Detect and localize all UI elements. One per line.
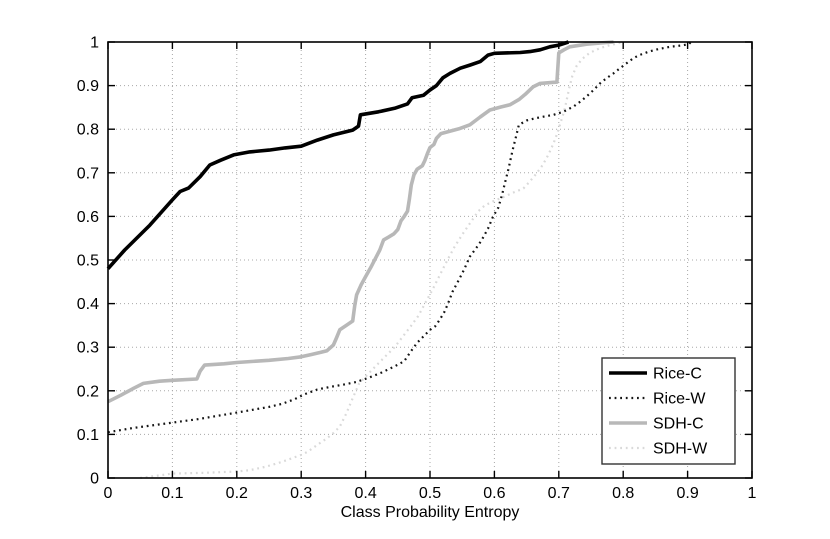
x-tick-label: 0.6 (483, 485, 505, 502)
legend-item-rice-c: Rice-C (609, 366, 702, 383)
legend-box (601, 357, 736, 465)
series-line-rice-w (107, 41, 692, 434)
legend: Rice-C Rice-W SDH-C SDH-W (601, 357, 736, 465)
y-tick-label: 0 (90, 471, 99, 488)
series-line-sdh-c (107, 40, 614, 404)
legend-item-sdh-w: SDH-W (609, 441, 708, 458)
legend-label-sdh-c: SDH-C (653, 416, 704, 433)
x-tick-label: 0.2 (226, 485, 248, 502)
y-tick-label: 1 (90, 35, 99, 52)
x-tick-label: 0.8 (612, 485, 634, 502)
x-tick-label: 0.1 (161, 485, 183, 502)
legend-label-rice-w: Rice-W (653, 391, 706, 408)
x-tick-label: 0.4 (354, 485, 376, 502)
y-tick-label: 0.8 (77, 122, 99, 139)
legend-item-sdh-c: SDH-C (609, 416, 704, 433)
axes (107, 41, 753, 479)
series-line-rice-c (106, 40, 570, 270)
x-tick-label: 0.7 (548, 485, 570, 502)
x-tick-label: 0 (104, 485, 113, 502)
y-tick-label: 0.4 (77, 296, 99, 313)
legend-label-rice-c: Rice-C (653, 366, 702, 383)
y-tick-label: 0.1 (77, 427, 99, 444)
y-tick-label: 0.7 (77, 165, 99, 182)
y-tick-label: 0.5 (77, 253, 99, 270)
y-tick-label: 0.6 (77, 209, 99, 226)
x-tick-label: 0.9 (676, 485, 698, 502)
legend-item-rice-w: Rice-W (609, 391, 706, 408)
tick-labels: 0 0.1 0.2 0.3 0.4 0.5 0.6 0.7 0.8 0.9 1 0 0.1 0.2 0.3 0… (77, 35, 757, 503)
x-tick-label: 0.3 (290, 485, 312, 502)
series-lines (106, 40, 692, 480)
x-tick-label: 1 (748, 485, 757, 502)
y-tick-label: 0.3 (77, 340, 99, 357)
x-axis-title: Class Probability Entropy (341, 504, 520, 521)
y-tick-label: 0.2 (77, 383, 99, 400)
x-tick-label: 0.5 (419, 485, 441, 502)
legend-label-sdh-w: SDH-W (653, 441, 708, 458)
y-tick-label: 0.9 (77, 78, 99, 95)
